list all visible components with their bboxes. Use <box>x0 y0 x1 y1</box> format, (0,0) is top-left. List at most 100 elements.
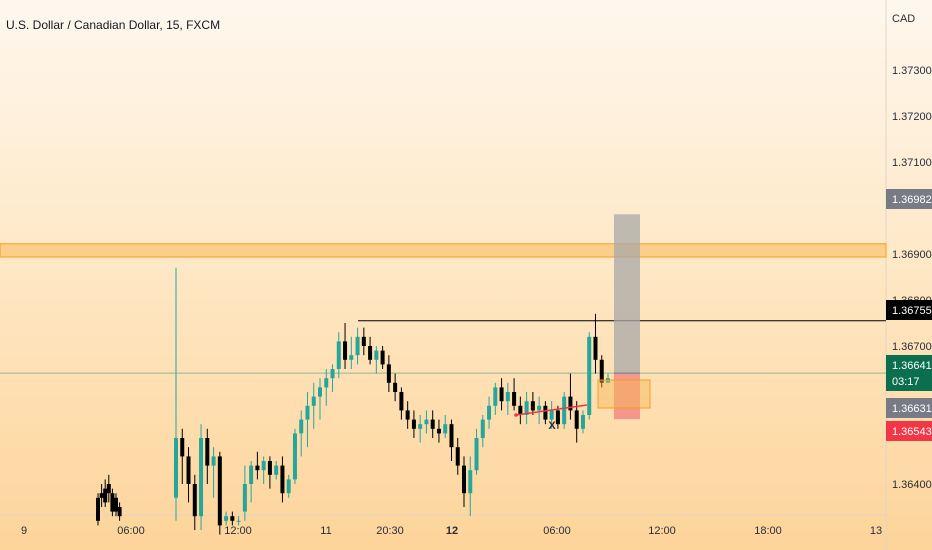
candle-body <box>374 350 379 360</box>
candle-body <box>380 350 385 365</box>
price-badge-label: 03:17 <box>892 376 920 388</box>
candle-body <box>106 484 111 494</box>
time-tick-label: 06:00 <box>117 525 145 537</box>
candle-body <box>205 438 210 466</box>
time-tick-label: 12:00 <box>648 525 676 537</box>
currency-label: CAD <box>892 13 915 25</box>
chart-title: U.S. Dollar / Canadian Dollar, 15, FXCM <box>6 18 221 32</box>
candle-body <box>99 493 104 498</box>
candle-body <box>518 405 523 415</box>
price-tick-label: 1.36400 <box>892 479 932 491</box>
price-badge <box>886 421 932 441</box>
candle-body <box>530 401 535 411</box>
time-tick-label: 13 <box>870 525 882 537</box>
time-tick-label: 12 <box>446 525 458 537</box>
candle-body <box>211 456 216 466</box>
time-tick-label: 12:00 <box>224 525 252 537</box>
price-badge-label: 1.36982 <box>892 194 932 206</box>
candle-body <box>587 336 592 415</box>
candle-body <box>117 507 122 517</box>
candle-body <box>114 497 118 512</box>
candle-body <box>405 410 410 420</box>
time-tick-label: 11 <box>320 525 331 537</box>
price-tick-label: 1.36900 <box>892 249 932 261</box>
candle-body <box>493 387 498 406</box>
candle-body <box>562 396 567 425</box>
candle-body <box>580 415 585 429</box>
candle-body <box>330 369 335 379</box>
candle-body <box>174 438 178 498</box>
candle-body <box>430 419 435 429</box>
candle-body <box>555 410 560 425</box>
candle-body <box>292 433 297 480</box>
candle-body <box>505 392 510 402</box>
candle-body <box>274 465 279 475</box>
candle-body <box>110 493 115 512</box>
trendline <box>515 404 588 416</box>
candle-body <box>261 461 266 471</box>
candle-body <box>318 387 322 397</box>
candle-body <box>487 405 492 420</box>
candle-body <box>468 470 473 494</box>
candle-body <box>280 465 285 494</box>
price-badge <box>886 189 932 209</box>
candle-body <box>255 465 260 471</box>
candle-body <box>499 387 504 402</box>
candle-body <box>103 488 108 503</box>
candle-body <box>361 336 366 346</box>
candle-body <box>386 364 391 383</box>
candle-body <box>449 424 454 448</box>
price-tick-label: 1.37300 <box>892 65 932 77</box>
price-tick-label: 1.37100 <box>892 157 932 169</box>
candle-body <box>355 336 360 356</box>
time-tick-label: 20:30 <box>376 525 404 537</box>
candle-body <box>186 456 191 484</box>
candle-body <box>537 405 542 411</box>
candle-body <box>593 336 598 360</box>
stop-zone <box>614 373 640 420</box>
candle-body <box>574 410 579 429</box>
entry-zone <box>597 379 651 409</box>
candle-body <box>349 355 354 360</box>
price-badge-label: 1.36641 <box>892 360 932 372</box>
candle-body <box>418 424 423 429</box>
candle-body <box>267 461 272 475</box>
resistance-zone <box>0 243 887 258</box>
candle-body <box>192 484 197 517</box>
time-tick-label: 06:00 <box>543 525 571 537</box>
candle-body <box>480 419 485 438</box>
target-zone <box>614 214 640 374</box>
price-tick-label: 1.36700 <box>892 341 932 353</box>
candle-body <box>180 438 185 457</box>
candle-body <box>443 424 448 434</box>
candle-body <box>324 378 329 388</box>
candle-body <box>217 456 222 526</box>
candle-body <box>96 497 100 521</box>
candle-body <box>199 438 204 517</box>
candle-body <box>224 516 229 521</box>
candle-body <box>424 419 429 425</box>
candle-body <box>311 396 316 406</box>
trendline-label: X <box>548 420 556 432</box>
candle-body <box>474 438 479 471</box>
candle-body <box>336 341 341 369</box>
trendline-anchor <box>514 413 518 417</box>
price-badge <box>886 300 932 320</box>
candle-body <box>455 447 460 466</box>
candle-body <box>305 405 310 420</box>
candle-body <box>242 484 247 512</box>
candle-body <box>411 419 416 429</box>
candle-body <box>230 516 235 521</box>
price-badge <box>886 398 932 418</box>
candle-body <box>249 465 254 484</box>
candle-body <box>524 401 529 415</box>
candle-body <box>299 419 304 434</box>
time-tick-label: 18:00 <box>754 525 782 537</box>
candle-body <box>368 346 373 360</box>
time-tick-label: 9 <box>21 525 27 537</box>
candle-body <box>543 405 548 420</box>
candle-body <box>568 396 573 411</box>
candle-body <box>236 520 241 522</box>
